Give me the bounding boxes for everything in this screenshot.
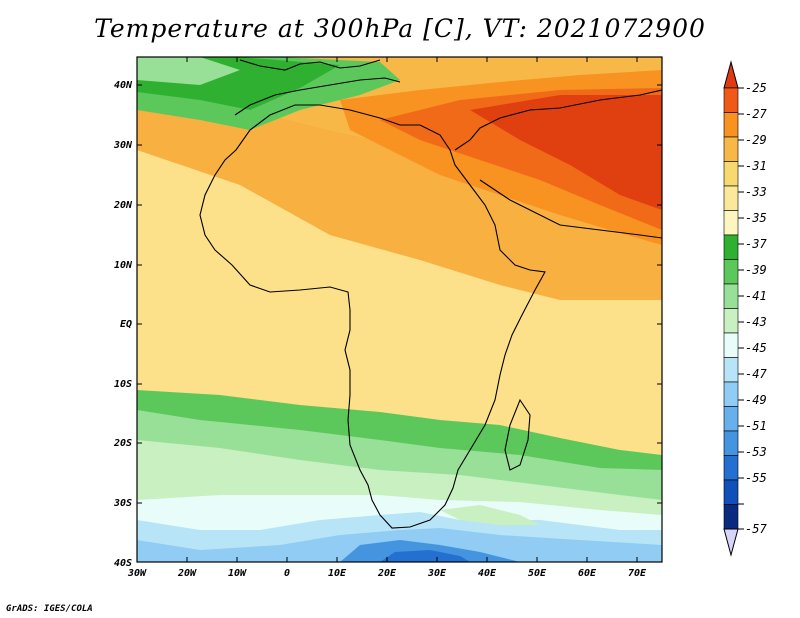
lat-label: 10N: [114, 260, 133, 271]
lon-label: 40E: [478, 568, 497, 579]
lat-label: 40N: [114, 80, 133, 91]
colorbar-label: -45: [745, 341, 767, 355]
lon-label: 0: [284, 568, 290, 579]
colorbar-box: [723, 112, 739, 138]
colorbar-label: -43: [745, 315, 767, 329]
colorbar-box: [723, 136, 739, 162]
colorbar-box: [723, 406, 739, 432]
colorbar-label: -29: [745, 133, 767, 147]
colorbar-box: [723, 455, 739, 481]
coastlines: [199, 59, 662, 529]
lon-label: 20E: [377, 568, 397, 579]
colorbar-top-arrow: [723, 60, 739, 89]
lon-label: 30E: [427, 568, 447, 579]
lon-label: 10E: [328, 568, 347, 579]
colorbar-box: [723, 357, 739, 383]
lat-label: 20S: [113, 438, 132, 449]
colorbar-label: -49: [745, 393, 767, 407]
credit-text: GrADS: IGES/COLA: [6, 604, 93, 614]
colorbar-label: -51: [745, 419, 767, 433]
lon-label: 60E: [578, 568, 597, 579]
colorbar-label: -53: [745, 445, 767, 459]
lon-tick-labels: 30W 20W 10W 0 10E 20E 30E 40E 50E 60E 70…: [127, 568, 647, 579]
lat-label: 30N: [113, 140, 133, 151]
colorbar-label: -35: [745, 211, 767, 225]
colorbar-box: [723, 259, 739, 285]
lat-label: EQ: [120, 319, 132, 330]
temperature-field: [137, 57, 662, 562]
colorbar-ticks: [738, 87, 744, 530]
colorbar-box: [723, 308, 739, 334]
lon-label: 50E: [528, 568, 547, 579]
colorbar-box: [723, 185, 739, 211]
colorbar-label: -31: [745, 159, 767, 173]
colorbar-box: [723, 87, 739, 113]
lat-label: 30S: [113, 498, 132, 509]
colorbar-box: [723, 332, 739, 358]
colorbar-box: [723, 161, 739, 187]
colorbar-box: [723, 504, 739, 530]
colorbar-label: -33: [745, 185, 767, 199]
lon-label: 70E: [628, 568, 647, 579]
lat-label: 10S: [114, 379, 132, 390]
colorbar-bottom-arrow: [723, 528, 739, 557]
map-frame: [136, 56, 663, 563]
colorbar-label: -25: [745, 81, 767, 95]
lon-label: 10W: [228, 568, 247, 579]
colorbar-label: -27: [745, 107, 767, 121]
colorbar: -25 -27 -29 -31 -33 -35 -37 -39 -41 -43 …: [723, 60, 767, 557]
map-title: Temperature at 300hPa [C], VT: 202107290…: [94, 14, 706, 43]
colorbar-box: [723, 430, 739, 456]
colorbar-labels: -25 -27 -29 -31 -33 -35 -37 -39 -41 -43 …: [745, 81, 767, 536]
lat-tick-labels: 40N 30N 20N 10N EQ 10S 20S 30S 40S: [113, 80, 133, 569]
colorbar-label: -55: [745, 471, 767, 485]
colorbar-label: -41: [745, 289, 767, 303]
lat-label: 20N: [113, 200, 133, 211]
colorbar-box: [723, 479, 739, 505]
colorbar-label: -57: [745, 522, 767, 536]
colorbar-label: -37: [745, 237, 767, 251]
lon-label: 20W: [177, 568, 197, 579]
colorbar-box: [723, 381, 739, 407]
colorbar-label: -39: [745, 263, 767, 277]
colorbar-boxes: [723, 87, 739, 530]
colorbar-box: [723, 210, 739, 236]
colorbar-label: -47: [745, 367, 767, 381]
colorbar-box: [723, 283, 739, 309]
colorbar-box: [723, 234, 739, 260]
lat-label: 40S: [114, 558, 132, 569]
lon-label: 30W: [127, 568, 147, 579]
